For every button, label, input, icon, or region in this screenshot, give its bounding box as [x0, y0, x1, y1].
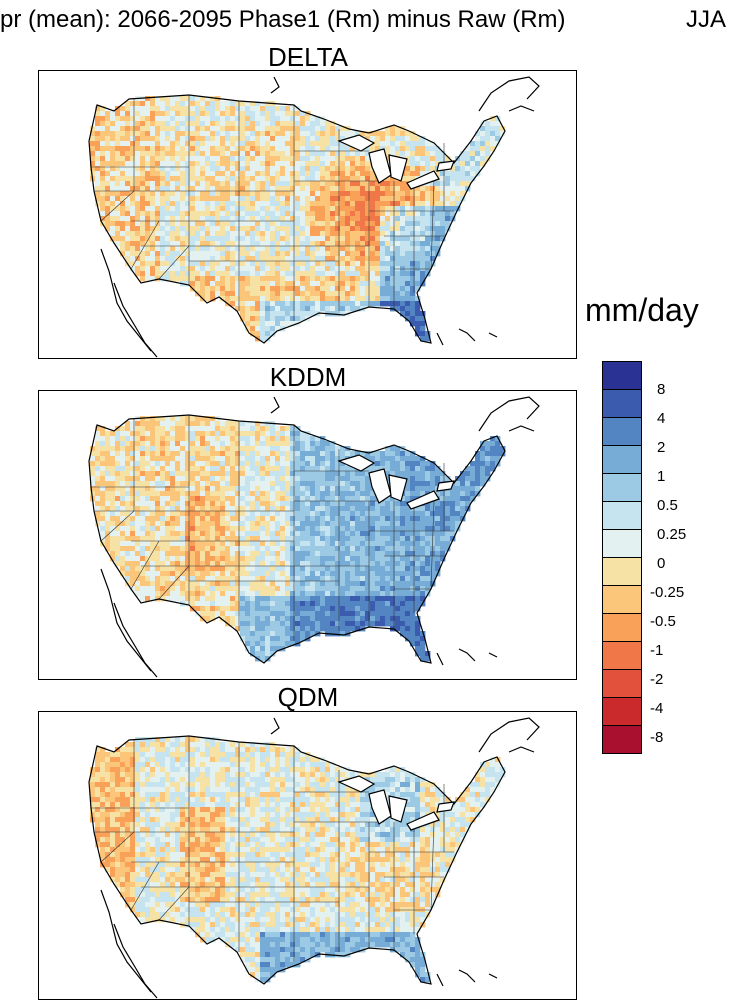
great-lakes: [337, 454, 455, 510]
colorbar-tick-label: -8: [650, 729, 664, 746]
colorbar-tick-label: -2: [650, 671, 664, 688]
coastlines: [100, 76, 540, 358]
colorbar-swatch: [602, 557, 642, 586]
colorbar-tick-label: 0.25: [657, 526, 687, 543]
coastlines: [100, 717, 540, 999]
coastlines: [100, 396, 540, 678]
colorbar-swatch: [602, 725, 642, 754]
colorbar-swatch: [602, 417, 642, 446]
colorbar-swatch: [602, 361, 642, 390]
colorbar-swatch: [602, 585, 642, 614]
panel-title-kddm: KDDM: [269, 362, 347, 392]
season-label: JJA: [686, 6, 727, 33]
country-outline: [88, 735, 506, 985]
colorbar-swatch: [602, 641, 642, 670]
colorbar-swatch: [602, 445, 642, 474]
panel-title-delta: DELTA: [268, 42, 348, 72]
colorbar-swatch: [602, 669, 642, 698]
colorbar-swatch: [602, 529, 642, 558]
precip-field: [90, 737, 506, 983]
figure-title-text: pr (mean): 2066-2095 Phase1 (Rm) minus R…: [0, 6, 566, 33]
country-outline: [88, 94, 506, 344]
figure-title: pr (mean): 2066-2095 Phase1 (Rm) minus R…: [0, 0, 732, 40]
colorbar: [602, 361, 642, 754]
colorbar-tick-label: -1: [650, 642, 664, 659]
colorbar-swatch: [602, 501, 642, 530]
country-outline: [88, 414, 506, 664]
map-panel-qdm: [38, 711, 577, 1000]
colorbar-tick-label: 4: [657, 410, 666, 427]
precip-field: [90, 416, 506, 662]
colorbar-tick-label: 0: [657, 555, 666, 572]
colorbar-tick-label: 0.5: [657, 497, 678, 514]
great-lakes: [337, 775, 455, 831]
colorbar-tick-label: -4: [650, 700, 664, 717]
precip-field: [90, 96, 506, 342]
state-boundaries: [91, 736, 454, 962]
colorbar-tick-label: 2: [657, 439, 666, 456]
colorbar-swatch: [602, 473, 642, 502]
colorbar-tick-label: 8: [657, 381, 666, 398]
colorbar-swatch: [602, 697, 642, 726]
colorbar-tick-label: -0.25: [650, 584, 685, 601]
colorbar-swatch: [602, 389, 642, 418]
great-lakes: [337, 134, 455, 190]
colorbar-tick-label: 1: [657, 468, 666, 485]
map-panel-kddm: [38, 390, 577, 680]
panel-title-qdm: QDM: [277, 682, 339, 712]
state-boundaries: [91, 415, 454, 641]
state-boundaries: [91, 95, 454, 321]
colorbar-swatch: [602, 613, 642, 642]
colorbar-tick-label: -0.5: [650, 613, 676, 630]
units-label: mm/day: [585, 292, 699, 328]
map-panel-delta: [38, 70, 577, 359]
